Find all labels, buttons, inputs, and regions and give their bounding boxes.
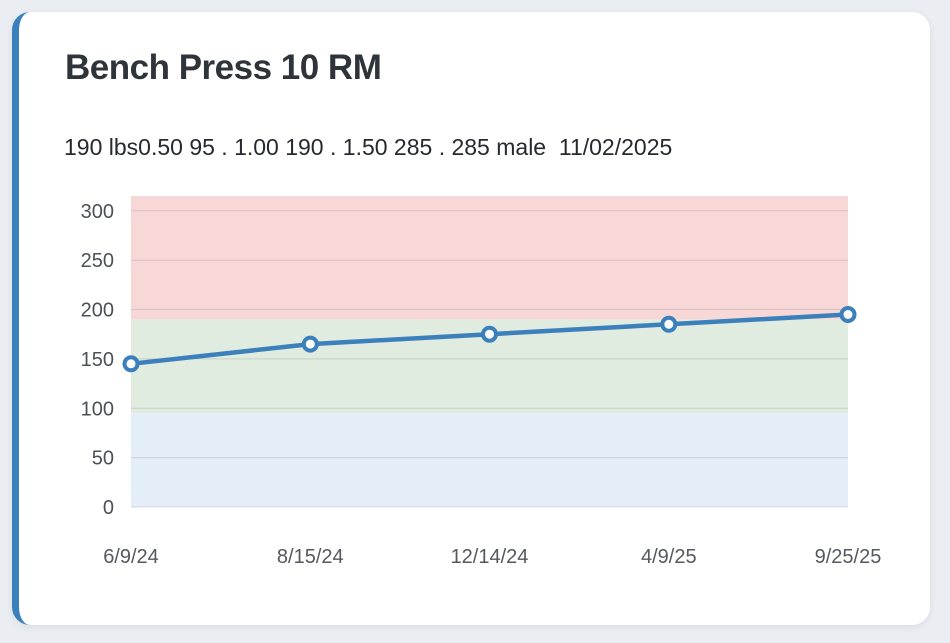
chart-title: Bench Press 10 RM bbox=[65, 48, 382, 87]
y-tick-label: 150 bbox=[81, 349, 114, 371]
data-point[interactable] bbox=[481, 325, 498, 343]
data-point[interactable] bbox=[660, 315, 678, 333]
chart-subtitle: 190 lbs0.50 95 . 1.00 190 . 1.50 285 . 2… bbox=[64, 134, 673, 160]
y-tick-label: 300 bbox=[81, 201, 114, 223]
y-tick-label: 250 bbox=[81, 250, 114, 272]
line-chart: 0 50 100 150 200 250 300 6/9/24 8/15/24 12/14/24 4… bbox=[81, 196, 882, 568]
data-point[interactable] bbox=[122, 355, 140, 373]
data-point[interactable] bbox=[301, 335, 319, 353]
zone-band bbox=[131, 196, 848, 320]
x-tick-label: 9/25/25 bbox=[815, 546, 882, 568]
y-tick-label: 100 bbox=[81, 398, 114, 420]
x-tick-label: 4/9/25 bbox=[641, 546, 697, 568]
y-tick-label: 200 bbox=[81, 300, 114, 322]
x-tick-label: 12/14/24 bbox=[451, 546, 529, 568]
x-tick-label: 8/15/24 bbox=[277, 546, 344, 568]
zone-band bbox=[131, 413, 848, 507]
y-tick-label: 0 bbox=[103, 497, 114, 519]
data-point[interactable] bbox=[839, 306, 857, 323]
chart-card: Bench Press 10 RM 190 lbs0.50 95 . 1.00 … bbox=[12, 12, 930, 625]
x-tick-label: 6/9/24 bbox=[103, 546, 159, 568]
y-tick-label: 50 bbox=[92, 448, 114, 470]
